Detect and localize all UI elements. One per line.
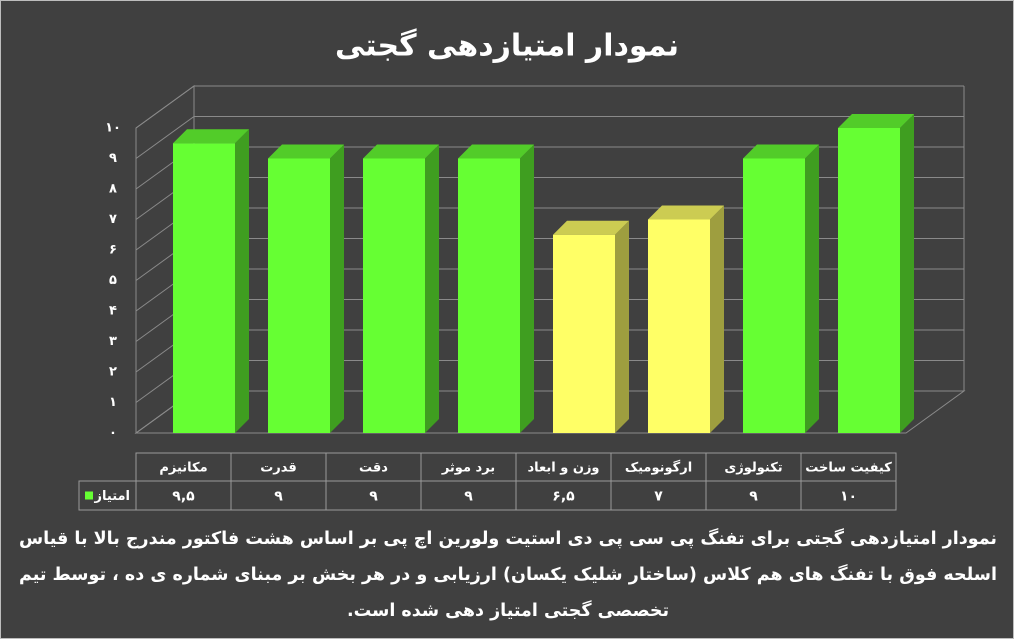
bar-front bbox=[268, 158, 330, 433]
data-label: ۹ bbox=[274, 489, 283, 505]
y-tick-label: ۱۰ bbox=[105, 121, 121, 136]
data-label: ۱۰ bbox=[840, 489, 857, 505]
bar-front bbox=[553, 234, 615, 433]
bar-top bbox=[268, 144, 344, 159]
bar-front bbox=[173, 143, 235, 433]
bar-front bbox=[743, 158, 805, 433]
data-label: ۹ bbox=[749, 489, 758, 505]
y-tick-label: ۴ bbox=[109, 304, 117, 319]
bar-side bbox=[330, 144, 344, 433]
x-tick-label: مکانیزم bbox=[159, 461, 207, 476]
bar-front bbox=[458, 158, 520, 433]
x-tick-label: کیفیت ساخت bbox=[805, 461, 892, 476]
table-legend-cell bbox=[78, 480, 137, 511]
bar bbox=[458, 144, 534, 433]
data-label: ۹,۵ bbox=[172, 489, 195, 505]
grid-line bbox=[135, 85, 964, 129]
bar-front bbox=[838, 128, 900, 433]
bar-front bbox=[363, 158, 425, 433]
bar bbox=[268, 144, 344, 433]
bar bbox=[743, 144, 819, 433]
x-tick-label: وزن و ابعاد bbox=[527, 461, 599, 476]
bar bbox=[838, 114, 914, 433]
data-label: ۷ bbox=[654, 489, 663, 505]
chart-title: نمودار امتیازدهی گجتی bbox=[335, 28, 679, 64]
data-label: ۹ bbox=[464, 489, 473, 505]
bar-top bbox=[173, 129, 249, 144]
bar-side bbox=[425, 144, 439, 433]
y-tick-label: ۸ bbox=[109, 182, 117, 197]
bar bbox=[553, 220, 629, 433]
data-label: ۹ bbox=[369, 489, 378, 505]
bar-side bbox=[710, 205, 724, 433]
bar-side bbox=[615, 220, 629, 433]
bar-top bbox=[458, 144, 534, 159]
x-tick-label: قدرت bbox=[260, 461, 297, 476]
bar-side bbox=[235, 129, 249, 433]
y-tick-label: ۳ bbox=[109, 334, 117, 349]
bar-side bbox=[520, 144, 534, 433]
bar-side bbox=[805, 144, 819, 433]
bar bbox=[363, 144, 439, 433]
x-tick-label: ارگونومیک bbox=[625, 460, 692, 476]
caption: نمودار امتیازدهی گجتی برای تفنگ پی سی پی… bbox=[19, 529, 997, 621]
y-tick-label: ۰ bbox=[109, 426, 117, 441]
bar bbox=[173, 129, 249, 433]
bar-top bbox=[553, 220, 629, 235]
grid-line bbox=[135, 116, 964, 159]
legend-label: امتیاز bbox=[94, 489, 130, 504]
x-tick-label: برد موثر bbox=[441, 461, 495, 476]
bar-top bbox=[648, 205, 724, 220]
y-tick-label: ۷ bbox=[109, 212, 117, 227]
y-tick-label: ۹ bbox=[109, 151, 117, 166]
bar bbox=[648, 205, 724, 433]
bar-side bbox=[900, 114, 914, 433]
x-tick-label: تکنولوژی bbox=[724, 461, 782, 476]
y-tick-label: ۲ bbox=[109, 365, 117, 380]
y-tick-label: ۵ bbox=[109, 273, 117, 288]
bar-top bbox=[838, 114, 914, 128]
bar-top bbox=[363, 144, 439, 159]
legend-swatch bbox=[85, 491, 93, 500]
bar-front bbox=[648, 219, 710, 433]
bar-top bbox=[743, 144, 819, 159]
x-tick-label: دقت bbox=[359, 461, 388, 476]
y-tick-label: ۶ bbox=[109, 243, 117, 258]
y-tick-label: ۱ bbox=[109, 395, 117, 410]
data-label: ۶,۵ bbox=[552, 489, 575, 505]
